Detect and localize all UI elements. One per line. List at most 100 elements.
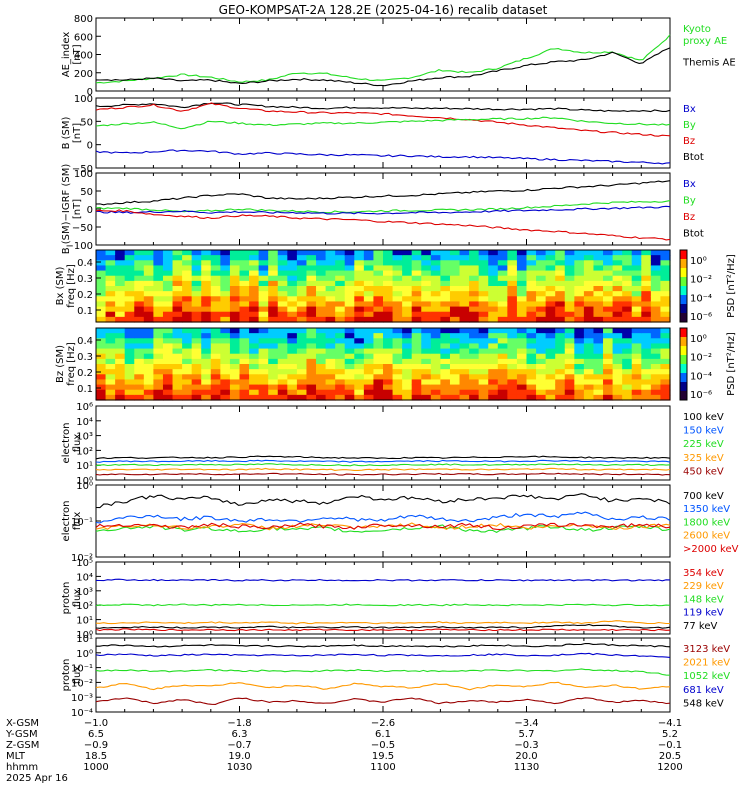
spectrogram-cell — [296, 291, 308, 297]
spectrogram-cell — [191, 338, 202, 345]
spectrogram-cell — [430, 374, 441, 381]
ylabel-line: [nT] — [72, 44, 83, 64]
spectrogram-cell — [220, 306, 231, 313]
spectrogram-cell — [153, 275, 164, 282]
spectrogram-cell — [555, 343, 566, 350]
spectrogram-cell — [344, 270, 355, 277]
spectrogram-cell — [593, 364, 604, 370]
spectrogram-cell — [268, 374, 279, 381]
spectrogram-cell — [411, 296, 422, 303]
spectrogram-cell — [536, 348, 547, 355]
spectrogram-cell — [296, 338, 308, 345]
spectrogram-cell — [335, 255, 346, 261]
spectrogram-cell — [392, 394, 403, 401]
legend-label: Kyoto — [683, 24, 711, 35]
spectrogram-cell — [430, 280, 441, 287]
spectrogram-cell — [516, 286, 528, 292]
spectrogram-cell — [555, 270, 566, 277]
spectrogram-cell — [526, 311, 537, 318]
spectrogram-cell — [440, 389, 451, 396]
spectrogram-cell — [287, 270, 298, 277]
spectrogram-cell — [277, 286, 288, 292]
spectrogram-cell — [526, 265, 537, 272]
spectrogram-cell — [421, 384, 432, 391]
footer-row-value: −1.8 — [227, 718, 251, 729]
spectrogram-cell — [316, 265, 327, 272]
spectrogram-cell — [277, 306, 288, 313]
spectrogram-cell — [555, 369, 566, 375]
spectrogram-cell — [344, 379, 355, 386]
spectrogram-cell — [220, 348, 231, 355]
spectrogram-cell — [325, 316, 336, 323]
series-line-450-kev — [95, 472, 671, 476]
spectrogram-cell — [603, 265, 614, 272]
spectrogram-cell — [383, 311, 394, 318]
legend-label: 2600 keV — [683, 531, 730, 542]
spectrogram-cell — [354, 265, 365, 272]
spectrogram-cell — [344, 316, 355, 323]
spectrogram-cell — [612, 255, 623, 261]
spectrogram-cell — [316, 275, 327, 282]
spectrogram-cell — [574, 301, 585, 308]
colorbar-tick-label: 10⁻² — [690, 275, 712, 286]
spectrogram-cell — [564, 389, 575, 396]
spectrogram-cell — [650, 301, 662, 308]
spectrogram-cell — [641, 275, 652, 282]
spectrogram-cell — [478, 394, 489, 401]
spectrogram-cell — [201, 316, 212, 323]
spectrogram-cell — [536, 296, 547, 303]
spectrogram-cell — [593, 316, 604, 323]
spectrogram-cell — [392, 389, 403, 396]
spectrogram-cell — [631, 369, 642, 375]
spectrogram-cell — [583, 291, 595, 297]
spectrogram-cell — [344, 384, 355, 391]
colorbar-segment — [680, 391, 687, 401]
spectrogram-cell — [296, 301, 308, 308]
spectrogram-cell — [249, 364, 260, 370]
spectrogram-cell — [210, 369, 221, 375]
spectrogram-cell — [574, 358, 585, 365]
ytick-label: 10⁻² — [71, 553, 93, 564]
spectrogram-cell — [650, 280, 662, 287]
spectrogram-cell — [564, 333, 575, 339]
legend-label: Bx — [683, 104, 696, 115]
spectrogram-cell — [277, 255, 288, 261]
legend-label: 1052 keV — [683, 671, 730, 682]
spectrogram-cell — [497, 389, 508, 396]
spectrogram-cell — [105, 255, 116, 261]
spectrogram-cell — [335, 306, 346, 313]
spectrogram-cell — [239, 333, 250, 339]
spectrogram-cell — [268, 353, 279, 360]
spectrogram-cell — [660, 384, 671, 391]
spectrogram-cell — [555, 348, 566, 355]
spectrogram-cell — [392, 379, 403, 386]
spectrogram-cell — [124, 296, 135, 303]
spectrogram-cell — [545, 348, 556, 355]
spectrogram-cell — [526, 333, 537, 339]
ytick-label: −100 — [66, 241, 93, 252]
spectrogram-cell — [449, 296, 461, 303]
spectrogram-cell — [622, 280, 633, 287]
spectrogram-cell — [641, 316, 652, 323]
spectrogram-cell — [306, 311, 317, 318]
spectrogram-cell — [363, 286, 375, 292]
spectrogram-cell — [96, 369, 107, 375]
spectrogram-cell — [124, 348, 135, 355]
spectrogram-cell — [182, 374, 193, 381]
spectrogram-cell — [583, 286, 595, 292]
spectrogram-cell — [287, 358, 298, 365]
spectrogram-cell — [296, 265, 308, 272]
spectrogram-cell — [210, 353, 221, 360]
spectrogram-cell — [631, 316, 642, 323]
spectrogram-cell — [306, 280, 317, 287]
spectrogram-cell — [402, 343, 413, 350]
spectrogram-cell — [641, 291, 652, 297]
spectrogram-cell — [325, 369, 336, 375]
spectrogram-cell — [134, 296, 145, 303]
spectrogram-cell — [153, 286, 164, 292]
spectrogram-cell — [105, 348, 116, 355]
spectrogram-cell — [459, 286, 470, 292]
spectrogram-cell — [612, 333, 623, 339]
spectrogram-cell — [316, 316, 327, 323]
spectrogram-cell — [191, 343, 202, 350]
